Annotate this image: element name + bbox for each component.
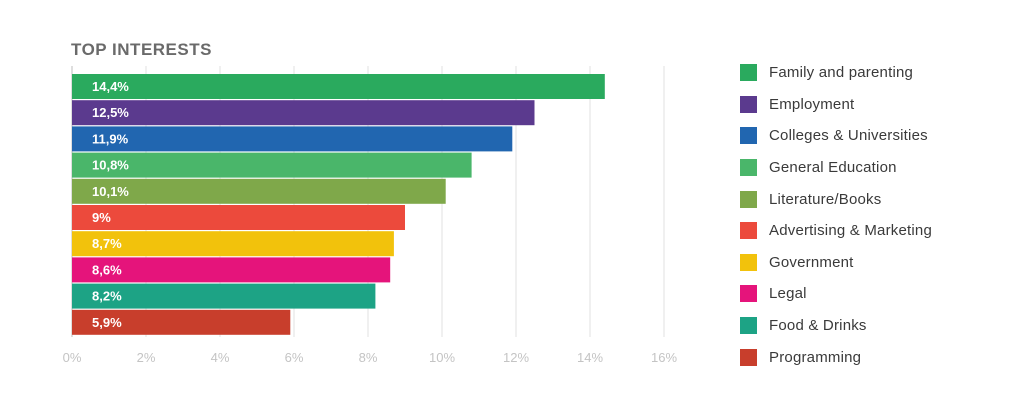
legend-item: General Education xyxy=(740,152,1020,184)
legend-swatch xyxy=(740,253,757,271)
legend-swatch xyxy=(740,95,757,113)
bar xyxy=(72,283,376,309)
legend-item: Government xyxy=(740,247,1020,279)
legend-swatch xyxy=(740,64,757,82)
legend-swatch xyxy=(740,317,757,335)
bar xyxy=(72,257,391,283)
bar-value-label: 10,8% xyxy=(92,158,129,173)
bar xyxy=(72,309,291,335)
legend-label: Colleges & Universities xyxy=(769,127,928,145)
bar-value-label: 12,5% xyxy=(92,105,129,120)
bar xyxy=(72,126,513,152)
legend-item: Literature/Books xyxy=(740,183,1020,215)
bar xyxy=(72,74,605,99)
legend: Family and parenting Employment Colleges &… xyxy=(740,57,1020,373)
legend-swatch xyxy=(740,190,757,208)
bar xyxy=(72,100,535,126)
legend-label: Advertising & Marketing xyxy=(769,222,933,240)
bar-value-label: 8,7% xyxy=(92,236,122,251)
legend-label: Government xyxy=(769,253,854,271)
chart-title: TOP INTERESTS xyxy=(71,40,212,59)
x-tick-label: 14% xyxy=(577,350,603,365)
legend-label: Family and parenting xyxy=(769,64,914,82)
x-tick-label: 2% xyxy=(137,350,156,365)
legend-label: Food & Drinks xyxy=(769,317,867,335)
legend-swatch xyxy=(740,285,757,303)
x-tick-label: 0% xyxy=(63,350,82,365)
bar xyxy=(72,231,394,257)
bar-value-label: 9% xyxy=(92,210,111,225)
bars xyxy=(72,74,605,335)
legend-label: Programming xyxy=(769,348,862,366)
x-tick-label: 12% xyxy=(503,350,529,365)
legend-label: Literature/Books xyxy=(769,190,882,208)
bar-value-label: 14,4% xyxy=(92,79,129,94)
bar xyxy=(72,152,472,178)
legend-swatch xyxy=(740,348,757,366)
x-tick-label: 8% xyxy=(359,350,378,365)
bar-value-label: 10,1% xyxy=(92,184,129,199)
legend-label: Legal xyxy=(769,285,807,303)
legend-swatch xyxy=(740,222,757,240)
bar xyxy=(72,205,405,230)
legend-item: Family and parenting xyxy=(740,57,1020,89)
x-tick-label: 16% xyxy=(651,350,677,365)
legend-label: General Education xyxy=(769,159,897,177)
legend-item: Advertising & Marketing xyxy=(740,215,1020,247)
bar-value-label: 8,6% xyxy=(92,262,122,277)
x-axis-ticks: 0% 2% 4% 6% 8% 10% 12% 14% 16% xyxy=(63,350,678,365)
x-tick-label: 10% xyxy=(429,350,455,365)
bar-value-label: 11,9% xyxy=(92,131,129,146)
legend-item: Colleges & Universities xyxy=(740,120,1020,152)
legend-item: Legal xyxy=(740,278,1020,310)
legend-label: Employment xyxy=(769,95,855,113)
x-tick-label: 6% xyxy=(285,350,304,365)
bar-value-label: 5,9% xyxy=(92,315,122,330)
bar-value-label: 8,2% xyxy=(92,289,122,304)
legend-swatch xyxy=(740,127,757,145)
legend-swatch xyxy=(740,159,757,177)
legend-item: Food & Drinks xyxy=(740,310,1020,342)
x-tick-label: 4% xyxy=(211,350,230,365)
bar xyxy=(72,178,446,204)
legend-item: Employment xyxy=(740,89,1020,121)
legend-item: Programming xyxy=(740,341,1020,373)
value-labels: 14,4% 12,5% 11,9% 10,8% 10,1% 9% 8,7% 8,6% 8,2% 5… xyxy=(92,79,129,330)
